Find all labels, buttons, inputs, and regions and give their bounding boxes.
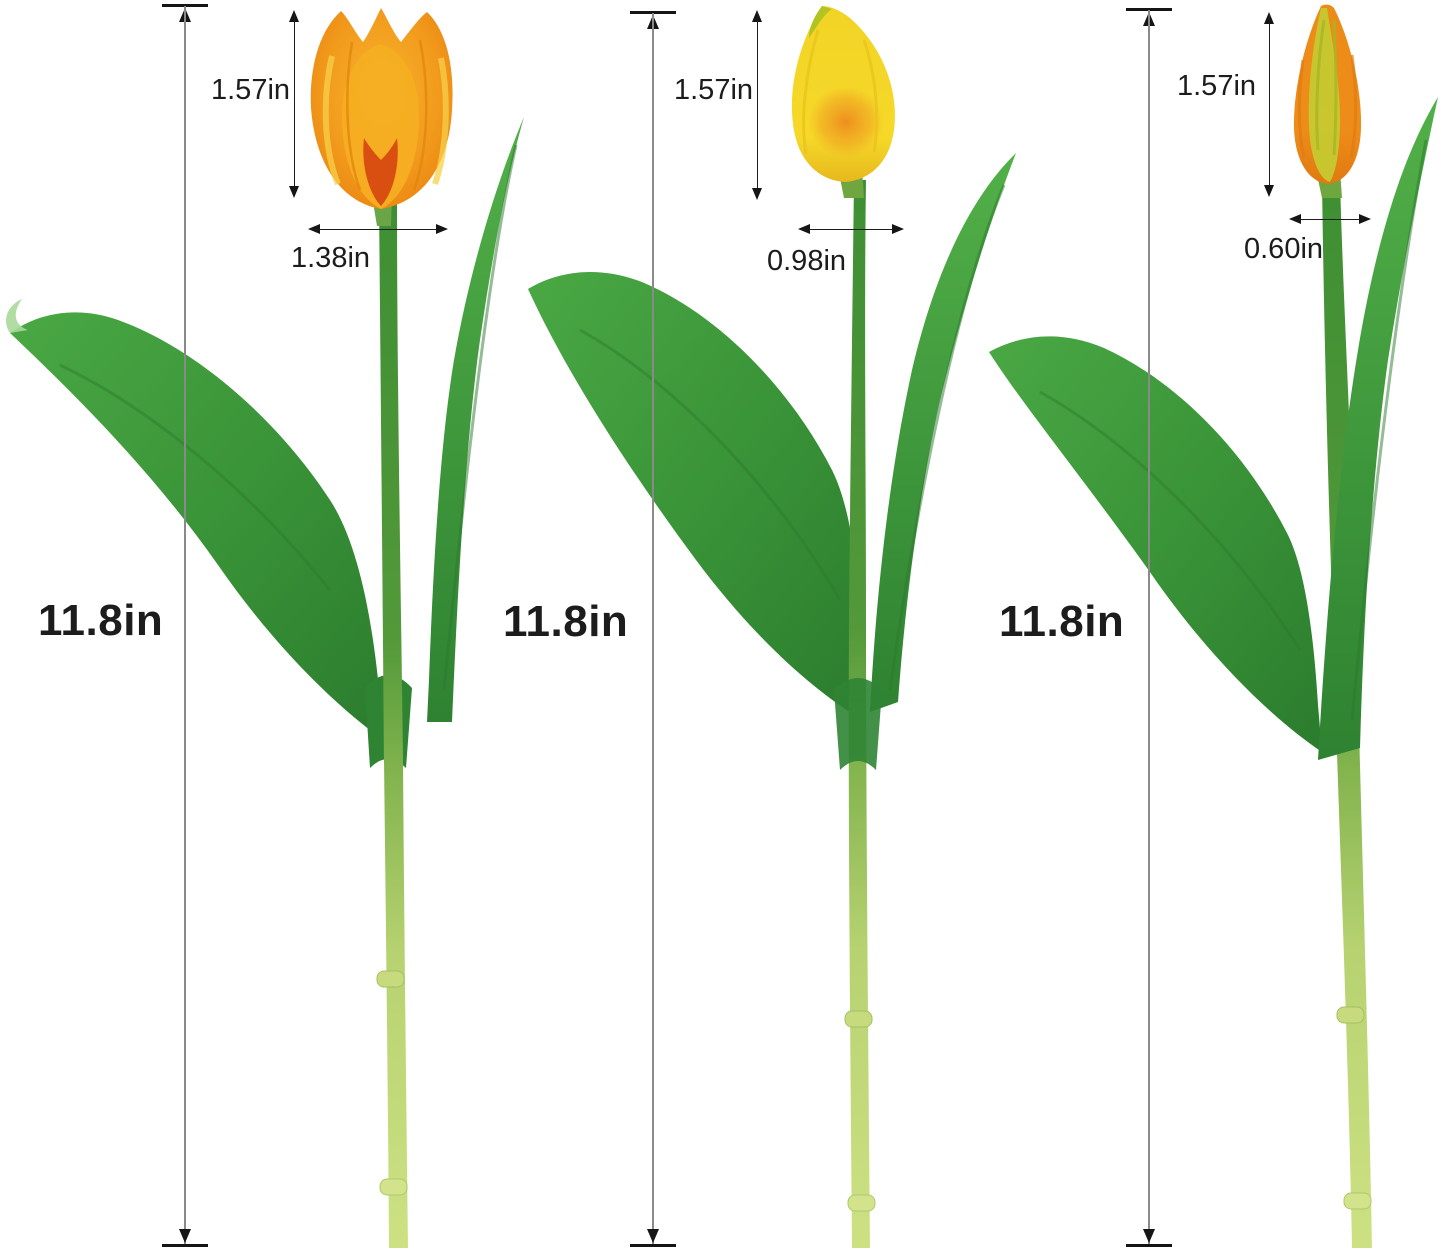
dimension-cap [630, 1244, 676, 1247]
dimension-line [1291, 218, 1369, 221]
dimension-line [184, 6, 186, 1245]
arrow-right-icon [1359, 214, 1371, 225]
flower-2-head [791, 6, 895, 198]
flower-2-yellow-bud [528, 6, 1016, 1248]
flower-3-right-leaf [1318, 97, 1438, 760]
overall-height-label: 11.8in [38, 596, 164, 645]
overall-height-label: 11.8in [999, 597, 1125, 646]
flower-3-closed-bud [989, 4, 1438, 1248]
flower-1-open-tulip [6, 8, 524, 1248]
overall-height-label: 11.8in [503, 597, 629, 646]
dimension-cap [1126, 1244, 1172, 1247]
flower-width-label: 0.98in [767, 245, 847, 277]
dimension-line [756, 12, 759, 198]
flower-width-arrow [798, 223, 904, 236]
dimension-line [1148, 10, 1150, 1245]
arrow-down-icon [1143, 1229, 1155, 1243]
flower-2-right-leaf [870, 153, 1016, 712]
flower-width-arrow [1289, 213, 1371, 226]
overall-height-dimension-line [1126, 8, 1172, 1247]
flower-width-label: 0.60in [1244, 233, 1324, 265]
flower-3-head [1293, 4, 1362, 198]
flower-height-arrow [751, 10, 764, 200]
dimension-line [652, 13, 654, 1245]
arrow-down-icon [752, 188, 763, 200]
flower-2-left-leaf [528, 272, 866, 722]
flower-1-right-leaf [427, 117, 524, 722]
arrow-right-icon [436, 224, 448, 235]
flower-3-left-leaf [989, 336, 1322, 752]
flower-width-arrow [308, 223, 448, 236]
arrow-down-icon [647, 1229, 659, 1243]
dimension-line [1268, 14, 1271, 195]
dimension-cap [630, 11, 676, 14]
flower-1-head [310, 8, 453, 226]
arrow-down-icon [179, 1229, 191, 1243]
arrow-down-icon [1264, 185, 1275, 197]
overall-height-dimension-line [162, 4, 208, 1247]
flower-height-label: 1.57in [211, 74, 291, 106]
dimension-cap [1126, 8, 1172, 11]
flower-height-label: 1.57in [674, 74, 754, 106]
arrow-right-icon [892, 224, 904, 235]
dimension-line [293, 12, 296, 196]
flower-height-label: 1.57in [1177, 70, 1257, 102]
flower-1-leaf-tip-curl [6, 299, 28, 333]
flower-1-left-leaf [10, 312, 386, 742]
overall-height-dimension-line [630, 11, 676, 1247]
flower-height-arrow [1263, 12, 1276, 197]
dimension-cap [162, 1244, 208, 1247]
flower-width-label: 1.38in [291, 242, 371, 274]
dimension-line [800, 228, 902, 231]
dimension-cap [162, 4, 208, 7]
arrow-down-icon [289, 186, 300, 198]
dimension-line [310, 228, 446, 231]
flower-height-arrow [288, 10, 301, 198]
